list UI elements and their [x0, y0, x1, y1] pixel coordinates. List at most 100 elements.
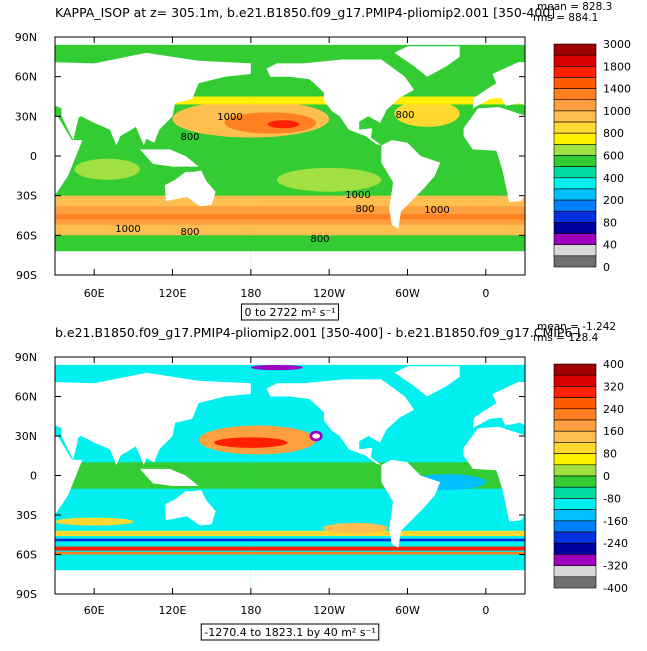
lon-label: 0: [482, 287, 489, 300]
colorbar-label: 240: [603, 403, 624, 416]
lat-label: 60N: [15, 391, 37, 404]
colorbar-label: 400: [603, 172, 624, 185]
colorbar-label: 1400: [603, 83, 631, 96]
colorbar-label: 80: [603, 216, 617, 229]
colorbar-box: [554, 156, 596, 167]
colorbar-label: 80: [603, 448, 617, 461]
colorbar-label: 40: [603, 239, 617, 252]
lat-label: 90N: [15, 31, 37, 44]
colorbar-label: 1000: [603, 105, 631, 118]
colorbar-box: [554, 420, 596, 431]
lat-label: 30S: [16, 509, 37, 522]
lon-label: 60W: [395, 287, 420, 300]
lon-label: 60E: [84, 287, 105, 300]
lat-label: 0: [30, 470, 37, 483]
colorbar-box: [554, 498, 596, 509]
contour-label: 800: [180, 132, 199, 143]
colorbar-box: [554, 487, 596, 498]
field-patch: [323, 523, 388, 534]
rms-label: rms = 128.4: [533, 332, 599, 344]
field-patch: [312, 433, 320, 438]
colorbar-box: [554, 543, 596, 554]
contour-label: 800: [395, 110, 414, 121]
colorbar-box: [554, 465, 596, 476]
colorbar-box: [554, 431, 596, 442]
colorbar-label: 800: [603, 127, 624, 140]
field-patch: [277, 168, 381, 192]
colorbar-box: [554, 200, 596, 211]
colorbar-box: [554, 554, 596, 565]
lat-label: 0: [30, 150, 37, 163]
lon-label: 180: [240, 287, 261, 300]
colorbar-label: -80: [603, 492, 621, 505]
colorbar-box: [554, 364, 596, 375]
rms-label: rms = 884.1: [533, 12, 598, 24]
colorbar-box: [554, 409, 596, 420]
colorbar-label: 200: [603, 194, 624, 207]
colorbar-label: 600: [603, 150, 624, 163]
colorbar-box: [554, 532, 596, 543]
colorbar-label: -400: [603, 582, 628, 595]
contour-label: 1000: [424, 205, 449, 216]
colorbar-box: [554, 386, 596, 397]
colorbar-label: 0: [603, 470, 610, 483]
colorbar-box: [554, 245, 596, 256]
colorbar-box: [554, 222, 596, 233]
lat-label: 60S: [16, 549, 37, 562]
colorbar-label: -240: [603, 537, 628, 550]
lon-label: 60W: [395, 604, 420, 617]
lat-label: 30N: [15, 110, 37, 123]
colorbar-box: [554, 398, 596, 409]
lon-label: 60E: [84, 604, 105, 617]
lat-label: 60N: [15, 71, 37, 84]
map-title: b.e21.B1850.f09_g17.PMIP4-pliomip2.001 […: [55, 325, 581, 340]
colorbar-box: [554, 178, 596, 189]
contour-label: 800: [355, 204, 374, 215]
colorbar-box: [554, 89, 596, 100]
lat-label: 30N: [15, 430, 37, 443]
contour-label: 1000: [115, 224, 140, 235]
colorbar-box: [554, 66, 596, 77]
colorbar-label: 1800: [603, 60, 631, 73]
contour-label: 1000: [217, 112, 242, 123]
colorbar-box: [554, 211, 596, 222]
colorbar-box: [554, 577, 596, 588]
colorbar-label: 400: [603, 358, 624, 371]
lat-label: 90N: [15, 351, 37, 364]
colorbar-label: 0: [603, 261, 610, 274]
colorbar-box: [554, 167, 596, 178]
lon-label: 120E: [159, 287, 187, 300]
contour-label: 1000: [345, 190, 370, 201]
colorbar-box: [554, 521, 596, 532]
colorbar-box: [554, 111, 596, 122]
field-patch: [251, 365, 303, 370]
colorbar-box: [554, 454, 596, 465]
lat-label: 60S: [16, 229, 37, 242]
map-title: KAPPA_ISOP at z= 305.1m, b.e21.B1850.f09…: [55, 5, 555, 20]
colorbar-box: [554, 55, 596, 66]
colorbar-label: -320: [603, 560, 628, 573]
lat-label: 30S: [16, 190, 37, 203]
lat-label: 90S: [16, 269, 37, 282]
lon-label: 120W: [313, 604, 345, 617]
colorbar-box: [554, 122, 596, 133]
colorbar-box: [554, 510, 596, 521]
colorbar-box: [554, 256, 596, 267]
colorbar-label: 320: [603, 380, 624, 393]
colorbar-box: [554, 442, 596, 453]
colorbar-label: 160: [603, 425, 624, 438]
colorbar-box: [554, 100, 596, 111]
contour-label: 800: [310, 234, 329, 245]
lon-label: 0: [482, 604, 489, 617]
colorbar-box: [554, 566, 596, 577]
field-patch: [75, 159, 140, 180]
range-label: -1270.4 to 1823.1 by 40 m² s⁻¹: [204, 626, 376, 639]
colorbar-box: [554, 144, 596, 155]
colorbar-box: [554, 133, 596, 144]
colorbar-label: -160: [603, 515, 628, 528]
colorbar-label: 3000: [603, 38, 631, 51]
lat-label: 90S: [16, 588, 37, 601]
lon-label: 120E: [159, 604, 187, 617]
colorbar-box: [554, 375, 596, 386]
colorbar-box: [554, 234, 596, 245]
